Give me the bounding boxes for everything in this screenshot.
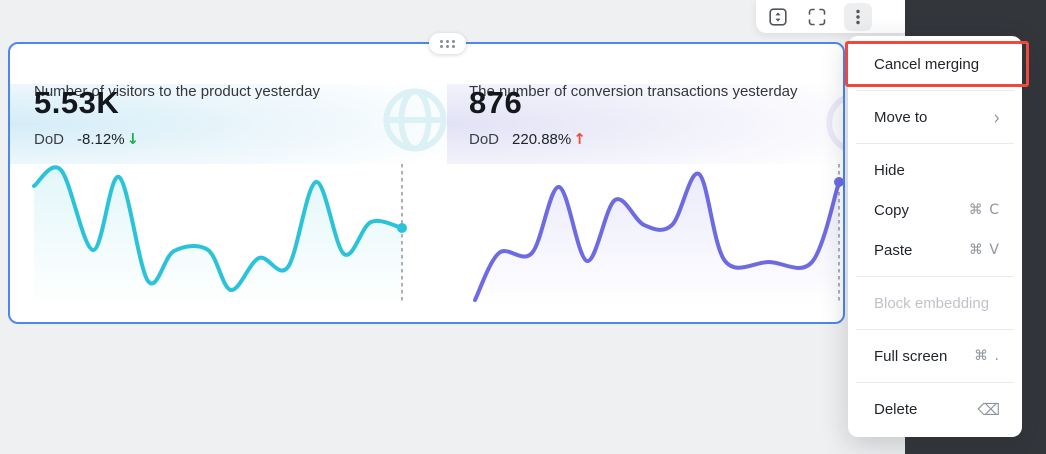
shortcut-copy: ⌘ C xyxy=(968,202,1000,218)
dod-row: DoD -8.12% ↓ xyxy=(34,130,139,148)
dod-row: DoD 220.88% ↑ xyxy=(469,130,586,148)
menu-divider xyxy=(856,329,1014,330)
dod-label: DoD xyxy=(34,130,65,148)
dod-value: 220.88% xyxy=(512,130,572,148)
widget-title: Number of visitors to the product yester… xyxy=(34,83,320,100)
context-menu: Cancel merging Move to › Hide Copy ⌘ C P… xyxy=(848,36,1022,437)
shortcut-paste: ⌘ V xyxy=(968,242,1000,258)
trend-down-icon: ↓ xyxy=(126,130,140,148)
menu-divider xyxy=(856,276,1014,277)
dod-value: -8.12% xyxy=(77,130,125,148)
menu-item-cancel-merging[interactable]: Cancel merging xyxy=(874,55,980,73)
stat-widget-visitors[interactable]: Number of visitors to the product yester… xyxy=(10,44,447,322)
block-toolbar xyxy=(756,0,905,33)
visitors-sparkline xyxy=(32,164,407,307)
backspace-icon: ⌫ xyxy=(977,399,1000,419)
stat-widget-conversions[interactable]: The number of conversion transactions ye… xyxy=(447,44,843,322)
menu-item-copy[interactable]: Copy ⌘ C xyxy=(874,201,1000,219)
menu-divider xyxy=(856,382,1014,383)
circle-icon xyxy=(820,86,843,160)
widget-value: 876 xyxy=(469,85,523,120)
more-options-button[interactable] xyxy=(844,2,872,31)
menu-item-block-embedding: Block embedding xyxy=(874,294,990,312)
trend-up-icon: ↑ xyxy=(573,130,586,148)
six-dot-drag-icon xyxy=(440,39,455,48)
fullscreen-icon xyxy=(806,6,828,28)
menu-item-move-to[interactable]: Move to › xyxy=(874,105,1000,129)
menu-divider xyxy=(856,143,1014,144)
conversions-sparkline xyxy=(473,164,843,307)
shortcut-full-screen: ⌘ . xyxy=(974,348,1000,364)
menu-divider xyxy=(856,90,1014,91)
menu-item-hide[interactable]: Hide xyxy=(874,161,905,179)
menu-item-full-screen[interactable]: Full screen ⌘ . xyxy=(874,347,1000,365)
more-options-icon xyxy=(848,7,868,27)
widget-title: The number of conversion transactions ye… xyxy=(469,83,798,100)
merged-stat-card[interactable]: Number of visitors to the product yester… xyxy=(8,42,845,324)
drag-handle[interactable] xyxy=(429,33,466,54)
dod-label: DoD xyxy=(469,130,500,148)
menu-item-delete[interactable]: Delete ⌫ xyxy=(874,399,1000,419)
fit-vertical-button[interactable] xyxy=(766,5,790,29)
globe-icon xyxy=(377,82,453,158)
chevron-right-icon: › xyxy=(993,105,1000,129)
menu-item-paste[interactable]: Paste ⌘ V xyxy=(874,241,1000,259)
fit-vertical-icon xyxy=(767,6,789,28)
widget-value: 5.53K xyxy=(34,85,120,120)
fullscreen-button[interactable] xyxy=(805,5,829,29)
